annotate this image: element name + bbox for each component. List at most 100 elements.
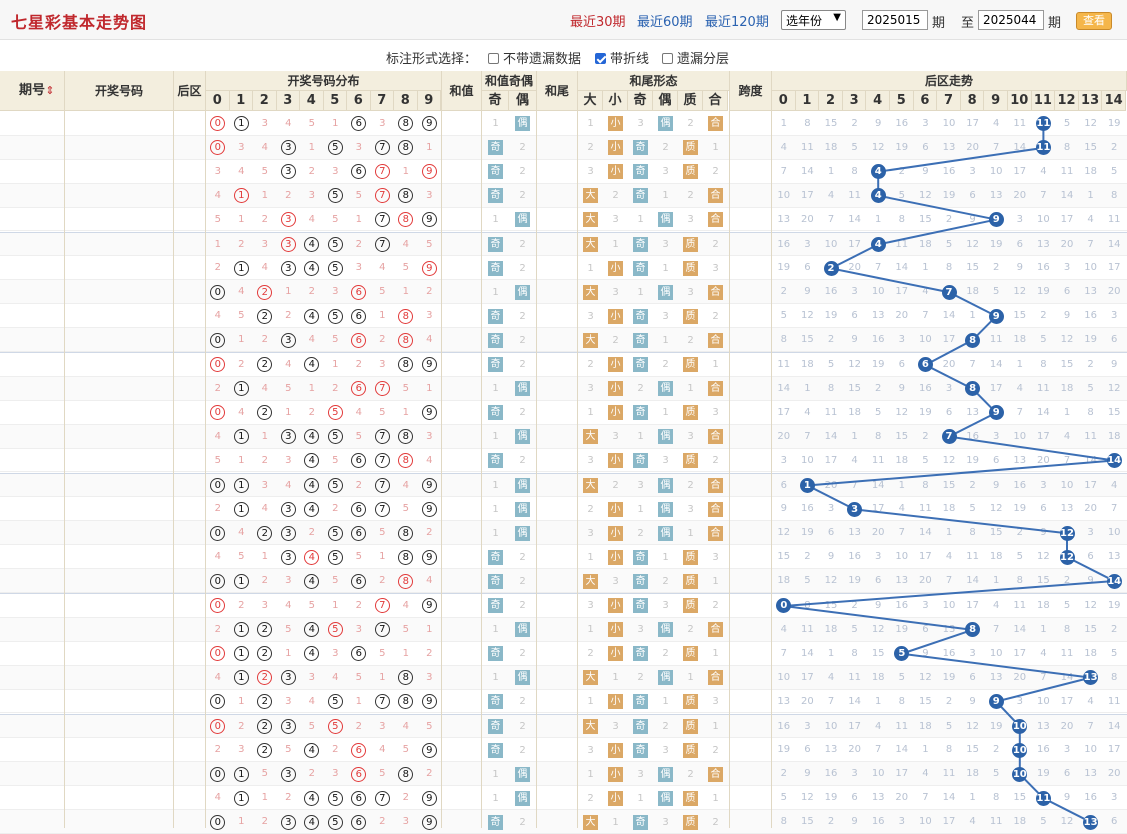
period-label: 期 xyxy=(932,16,946,31)
tail-form-tag: 小 xyxy=(608,501,623,517)
missing-count: 2 xyxy=(827,334,835,346)
nav-recent-30[interactable]: 最近30期 xyxy=(570,15,626,30)
col-header-back-digit: 14 xyxy=(1102,91,1126,111)
missing-count: 1 xyxy=(379,671,386,683)
tail-form-tag: 小 xyxy=(608,357,623,373)
missing-count: 18 xyxy=(824,141,838,153)
missing-count: 4 xyxy=(1087,695,1094,707)
missing-count: 4 xyxy=(1063,430,1071,442)
missing-count: 2 xyxy=(519,238,526,250)
missing-count: 1 xyxy=(492,286,499,298)
tail-form-tag: 大 xyxy=(583,429,598,445)
nav-recent-120[interactable]: 最近120期 xyxy=(705,15,769,30)
missing-count: 18 xyxy=(801,359,814,370)
missing-count: 17 xyxy=(942,334,956,346)
back-trend-ball: 12 xyxy=(1059,525,1075,541)
nav-recent-60[interactable]: 最近60期 xyxy=(637,15,693,30)
checkbox-icon[interactable] xyxy=(662,53,673,64)
missing-count: 1 xyxy=(637,214,644,226)
missing-count: 12 xyxy=(1107,382,1121,394)
missing-count: 2 xyxy=(1087,359,1094,370)
distribution-ball: 5 xyxy=(327,405,343,421)
missing-count: 16 xyxy=(942,647,956,659)
period-to-input[interactable]: 2025044 xyxy=(978,10,1044,30)
missing-count: 2 xyxy=(285,310,292,322)
missing-count: 2 xyxy=(712,238,719,250)
tail-form-tag: 奇 xyxy=(633,332,648,348)
distribution-ball: 9 xyxy=(421,694,437,710)
tail-form-tag: 合 xyxy=(708,622,723,638)
missing-count: 14 xyxy=(871,479,885,491)
sum-odd-tag: 奇 xyxy=(488,140,503,156)
year-select[interactable]: 选年份 ▼ xyxy=(781,10,846,30)
period-from-input[interactable]: 2025015 xyxy=(862,10,928,30)
missing-count: 5 xyxy=(1040,334,1047,346)
distribution-ball: 1 xyxy=(233,188,249,204)
view-button[interactable]: 查看 xyxy=(1076,12,1112,30)
option-polyline[interactable]: 带折线 xyxy=(595,48,649,67)
checkbox-checked-icon[interactable] xyxy=(595,53,606,64)
missing-count: 6 xyxy=(993,454,1000,466)
missing-count: 3 xyxy=(993,430,1000,442)
tail-form-tag: 合 xyxy=(708,525,723,541)
missing-count: 12 xyxy=(824,575,838,587)
sum-even-tag: 偶 xyxy=(515,477,530,493)
distribution-ball: 7 xyxy=(374,694,390,710)
option-no-missing[interactable]: 不带遗漏数据 xyxy=(488,48,581,67)
table-row xyxy=(0,280,1127,305)
table-row xyxy=(0,353,1127,377)
tail-form-tag: 质 xyxy=(683,598,698,614)
table-row xyxy=(0,207,1127,232)
sort-arrows-icon[interactable]: ⇕ xyxy=(45,86,55,96)
missing-count: 7 xyxy=(780,165,787,177)
col-header-period[interactable]: 期号 xyxy=(0,71,65,111)
option-layered[interactable]: 遗漏分层 xyxy=(662,48,729,67)
missing-count: 17 xyxy=(801,671,814,683)
missing-count: 3 xyxy=(355,623,362,635)
missing-count: 1 xyxy=(492,383,499,395)
missing-count: 3 xyxy=(214,165,221,177)
missing-count: 2 xyxy=(687,118,694,130)
col-header-digit: 6 xyxy=(347,91,371,111)
missing-count: 4 xyxy=(993,118,1000,129)
missing-count: 2 xyxy=(308,406,315,418)
missing-count: 2 xyxy=(712,455,719,467)
missing-count: 11 xyxy=(1107,213,1121,225)
missing-count: 14 xyxy=(801,165,814,177)
missing-count: 14 xyxy=(801,647,814,659)
tail-form-tag: 质 xyxy=(683,405,698,421)
missing-count: 8 xyxy=(945,262,953,274)
missing-count: 3 xyxy=(587,383,594,395)
missing-count: 5 xyxy=(379,527,386,539)
missing-count: 3 xyxy=(969,165,976,177)
missing-count: 4 xyxy=(1087,213,1094,225)
distribution-ball: 4 xyxy=(304,573,320,589)
distribution-ball: 6 xyxy=(351,573,367,589)
missing-count: 5 xyxy=(355,189,362,201)
distribution-ball: 4 xyxy=(304,453,320,469)
tail-form-tag: 质 xyxy=(683,694,698,710)
missing-count: 2 xyxy=(945,213,953,225)
missing-count: 11 xyxy=(848,189,861,201)
table-row xyxy=(0,328,1127,352)
missing-count: 2 xyxy=(261,334,268,346)
missing-count: 20 xyxy=(871,527,885,539)
missing-count: 2 xyxy=(308,527,315,539)
back-trend-ball: 7 xyxy=(941,429,957,445)
back-trend-ball: 10 xyxy=(1012,766,1028,782)
missing-count: 8 xyxy=(922,479,929,491)
group-divider xyxy=(0,593,1127,594)
col-header-digit: 2 xyxy=(253,91,277,111)
missing-count: 1 xyxy=(587,624,594,636)
distribution-ball: 7 xyxy=(374,381,390,397)
missing-count: 5 xyxy=(875,406,882,418)
missing-count: 2 xyxy=(712,600,719,612)
group-divider xyxy=(0,713,1127,715)
distribution-ball: 9 xyxy=(421,549,437,565)
distribution-ball: 6 xyxy=(351,284,367,300)
missing-count: 5 xyxy=(804,575,811,587)
tail-form-tag: 小 xyxy=(608,260,623,276)
checkbox-icon[interactable] xyxy=(488,53,499,64)
missing-count: 10 xyxy=(801,454,814,466)
distribution-ball: 3 xyxy=(280,501,296,517)
